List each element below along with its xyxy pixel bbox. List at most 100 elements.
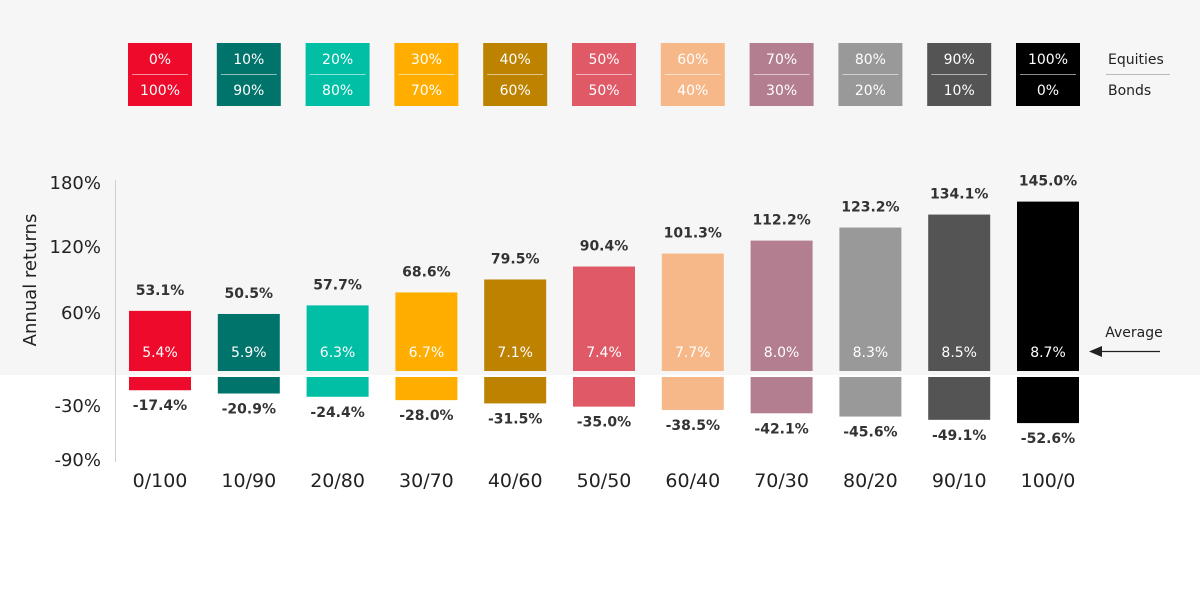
legend-swatch-1: 10% 90% <box>216 43 281 106</box>
legend-swatch-2: 20% 80% <box>305 43 370 106</box>
worst-value-label: -45.6% <box>843 425 897 441</box>
legend-equities-value: 60% <box>677 52 708 68</box>
bar-positive-20/80 <box>306 305 369 371</box>
worst-value-label: -35.0% <box>577 415 631 431</box>
y-axis-title: Annual returns <box>20 214 41 347</box>
y-tick-label: 180% <box>50 173 101 194</box>
legend-bonds-value: 20% <box>855 83 886 99</box>
allocation-legend: 0%100%10%90%20%80%30%70%40%60%50%50%60%4… <box>128 43 1170 106</box>
legend-bonds-value: 50% <box>588 83 619 99</box>
legend-swatch-5: 50% 50% <box>572 43 636 106</box>
legend-swatch-8: 80% 20% <box>838 43 903 106</box>
best-value-label: 68.6% <box>402 264 451 280</box>
x-category-label: 60/40 <box>665 470 720 492</box>
worst-value-label: -42.1% <box>754 421 808 437</box>
worst-value-label: -52.6% <box>1021 431 1075 447</box>
legend-bonds-label: Bonds <box>1108 83 1151 99</box>
legend-swatch-3: 30% 70% <box>394 43 459 106</box>
best-value-label: 112.2% <box>752 213 810 229</box>
legend-equities-value: 80% <box>855 52 886 68</box>
bar-positive-60/40 <box>661 253 724 371</box>
average-annotation: Average <box>1089 325 1163 357</box>
legend-equities-value: 70% <box>766 52 797 68</box>
legend-equities-label: Equities <box>1108 52 1164 68</box>
x-category-label: 10/90 <box>221 470 276 492</box>
data-labels: 53.1% 5.4% -17.4% 0/100 50.5% 5.9% -20.9% 10/90… <box>133 174 1078 492</box>
bar-negative-100/0 <box>1017 377 1079 424</box>
average-value-label: 5.4% <box>142 345 178 361</box>
bar-positive-100/0 <box>1017 201 1079 371</box>
legend-equities-value: 100% <box>1028 52 1068 68</box>
average-label: Average <box>1105 325 1163 341</box>
worst-value-label: -38.5% <box>666 418 720 434</box>
x-category-label: 70/30 <box>754 470 809 492</box>
x-category-label: 50/50 <box>577 470 632 492</box>
best-value-label: 123.2% <box>841 200 899 216</box>
best-value-label: 57.7% <box>313 277 362 293</box>
bar-positive-70/30 <box>750 240 813 371</box>
worst-value-label: -20.9% <box>222 402 276 418</box>
x-category-label: 40/60 <box>488 470 543 492</box>
best-value-label: 145.0% <box>1019 174 1077 190</box>
legend-equities-value: 0% <box>149 52 171 68</box>
best-value-label: 90.4% <box>580 239 629 255</box>
x-category-label: 20/80 <box>310 470 365 492</box>
worst-value-label: -28.0% <box>399 408 453 424</box>
legend-bonds-value: 90% <box>233 83 264 99</box>
average-value-label: 7.1% <box>497 345 533 361</box>
best-value-label: 79.5% <box>491 251 540 267</box>
best-value-label: 134.1% <box>930 187 988 203</box>
average-value-label: 5.9% <box>231 345 267 361</box>
legend-swatch-7: 70% 30% <box>749 43 814 106</box>
bar-negative-50/50 <box>573 377 635 407</box>
bar-negative-30/70 <box>395 377 458 401</box>
legend-bonds-value: 80% <box>322 83 353 99</box>
worst-value-label: -24.4% <box>310 405 364 421</box>
legend-swatch-4: 40% 60% <box>483 43 548 106</box>
x-category-label: 30/70 <box>399 470 454 492</box>
legend-equities-value: 90% <box>944 52 975 68</box>
legend-swatch-10: 100% 0% <box>1016 43 1080 106</box>
legend-swatch-6: 60% 40% <box>660 43 725 106</box>
average-value-label: 8.0% <box>764 345 800 361</box>
best-value-label: 101.3% <box>664 226 722 242</box>
best-value-label: 50.5% <box>225 286 274 302</box>
legend-bonds-value: 100% <box>140 83 180 99</box>
legend-swatch-0: 0% 100% <box>128 43 192 106</box>
legend-bonds-value: 70% <box>411 83 442 99</box>
legend-equities-value: 50% <box>588 52 619 68</box>
y-tick-label: 60% <box>61 303 101 324</box>
y-tick-label: -90% <box>54 450 101 471</box>
bar-negative-10/90 <box>217 377 280 394</box>
bar-positive-40/60 <box>484 279 547 371</box>
average-arrow-head <box>1089 346 1102 357</box>
bar-positive-0/100 <box>129 310 191 371</box>
legend-swatch-9: 90% 10% <box>927 43 992 106</box>
bar-positive-90/10 <box>928 214 991 371</box>
worst-value-label: -17.4% <box>133 398 187 414</box>
legend-bonds-value: 0% <box>1037 83 1059 99</box>
bar-negative-90/10 <box>928 377 991 420</box>
average-value-label: 7.7% <box>675 345 711 361</box>
x-category-label: 90/10 <box>932 470 987 492</box>
average-value-label: 7.4% <box>586 345 622 361</box>
legend-equities-value: 20% <box>322 52 353 68</box>
legend-bonds-value: 10% <box>944 83 975 99</box>
average-value-label: 8.3% <box>853 345 889 361</box>
average-value-label: 6.3% <box>320 345 356 361</box>
bar-negative-70/30 <box>750 377 813 414</box>
legend-equities-value: 40% <box>500 52 531 68</box>
bar-positive-50/50 <box>573 266 635 371</box>
y-tick-label: -30% <box>54 396 101 417</box>
bars <box>129 201 1079 424</box>
bar-negative-20/80 <box>306 377 369 397</box>
bar-positive-30/70 <box>395 292 458 371</box>
bar-negative-0/100 <box>129 377 191 391</box>
legend-bonds-value: 60% <box>500 83 531 99</box>
x-category-label: 80/20 <box>843 470 898 492</box>
y-tick-label: 120% <box>50 237 101 258</box>
y-axis: 180% 120% 60% -30% -90% Annual returns <box>20 173 116 471</box>
worst-value-label: -31.5% <box>488 411 542 427</box>
legend-equities-value: 30% <box>411 52 442 68</box>
